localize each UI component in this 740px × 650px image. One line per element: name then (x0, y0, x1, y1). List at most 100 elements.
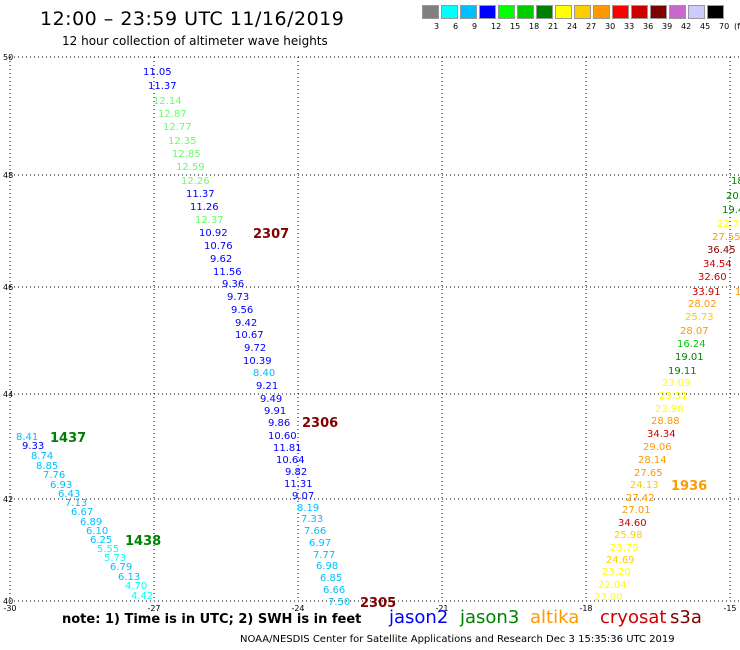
legend-unit: (ft) (734, 22, 740, 31)
legend-label: 6 (453, 22, 459, 31)
swh-value: 6.13 (118, 572, 140, 583)
swh-value: 10.76 (204, 241, 233, 252)
swh-value: 27.42 (626, 493, 655, 504)
pass-time-label: 2305 (360, 596, 396, 611)
swh-value: 7.66 (304, 526, 326, 537)
swh-value: 9.62 (210, 254, 232, 265)
swh-value: 9.33 (22, 441, 44, 452)
swh-value: 5.55 (97, 544, 119, 555)
swh-value: 24.69 (606, 555, 635, 566)
legend-label: 70 (719, 22, 730, 31)
legend-swatch (631, 5, 648, 19)
legend-label: 12 (491, 22, 502, 31)
legend-label: 21 (548, 22, 559, 31)
swh-value: 22.7 (717, 219, 739, 230)
pass-time-labels: 2307 2306 2305 1437 1438 1936 (50, 227, 707, 611)
swh-value: 6.98 (316, 561, 338, 572)
swh-value: 12.14 (153, 96, 182, 107)
swh-value: 6.43 (58, 489, 80, 500)
swh-value: 6.10 (86, 526, 108, 537)
swh-value: 7.76 (43, 470, 65, 481)
satellite-name-jason2: jason2 (389, 607, 449, 628)
swh-value: 28.14 (638, 455, 667, 466)
legend-label: 45 (700, 22, 711, 31)
swh-value: 12.26 (181, 176, 210, 187)
swh-value: 4.70 (125, 581, 147, 592)
swh-value: 27.55 (712, 232, 740, 243)
swh-value: 23.80 (594, 592, 623, 603)
swh-value: 10.60 (268, 431, 297, 442)
swh-value: 19.4 (722, 205, 740, 216)
satellite-tracks: 11.05 11.37 12.14 12.87 12.77 12.35 12.85 12.59… (16, 67, 740, 608)
satellite-name-cryosat: cryosat (600, 607, 667, 628)
swh-value: 28.88 (651, 416, 680, 427)
swh-value: 11.31 (284, 479, 313, 490)
swh-value: 12.35 (168, 136, 197, 147)
swh-value: 29.06 (643, 442, 672, 453)
satellite-name-altika: altika (530, 607, 580, 628)
legend-swatch (707, 5, 724, 19)
swh-value: 6.89 (80, 517, 102, 528)
swh-value: 9.91 (264, 406, 286, 417)
swh-value: 10.39 (243, 356, 272, 367)
map-title: 12:00 – 23:59 UTC 11/16/2019 (40, 8, 345, 30)
swh-value: 28.02 (688, 299, 717, 310)
swh-value: 24.13 (630, 480, 659, 491)
track-a: 11.05 11.37 12.14 12.87 12.77 12.35 12.85 12.59… (143, 67, 350, 608)
swh-value: 25.98 (614, 530, 643, 541)
map-subtitle: 12 hour collection of altimeter wave hei… (62, 34, 328, 48)
swh-value: 34.34 (647, 429, 676, 440)
lat-tick-label: 42 (3, 495, 13, 504)
swh-value: 23.20 (602, 567, 631, 578)
swh-value: 6.66 (323, 585, 345, 596)
track-b: 8.419.338.748.857.766.936.437.136.676.89… (16, 432, 153, 602)
swh-value: 11.26 (190, 202, 219, 213)
swh-value: 23.98 (655, 404, 684, 415)
swh-value: 9.21 (256, 381, 278, 392)
swh-value: 16.24 (677, 339, 706, 350)
swh-value: 8.19 (297, 503, 319, 514)
track-c: 18 20. 19.4 22.7 27.55 36.45 34.54 32.60 33.91 1 2… (594, 176, 740, 603)
swh-value: 34.54 (703, 259, 732, 270)
credit-footer: NOAA/NESDIS Center for Satellite Applica… (240, 634, 675, 645)
legend-label: 36 (643, 22, 654, 31)
swh-value: 4.42 (131, 591, 153, 602)
axis-ticks: -30 -27 -24 -21 -18 -15 50 48 46 44 42 40 (3, 53, 737, 613)
swh-value: 9.82 (285, 467, 307, 478)
legend-swatch (688, 5, 705, 19)
swh-value: 8.85 (36, 461, 58, 472)
lon-tick-label: -24 (291, 604, 304, 613)
legend-swatch (422, 5, 439, 19)
legend-swatch (517, 5, 534, 19)
swh-value: 8.40 (253, 368, 275, 379)
swh-value: 20. (726, 191, 740, 202)
swh-value: 7.13 (65, 498, 87, 509)
legend-label: 42 (681, 22, 692, 31)
swh-value: 11.37 (186, 189, 215, 200)
legend-label: 15 (510, 22, 521, 31)
legend-swatch (650, 5, 667, 19)
swh-value: 27.65 (634, 468, 663, 479)
swh-value: 12.59 (176, 162, 205, 173)
lon-tick-label: -27 (147, 604, 160, 613)
pass-time-label: 1437 (50, 431, 86, 446)
legend-swatch (460, 5, 477, 19)
swh-value: 9.07 (292, 491, 314, 502)
lon-tick-label: -18 (579, 604, 592, 613)
swh-value: 33.91 (692, 287, 721, 298)
swh-value: 23.09 (662, 378, 691, 389)
swh-value: 9.49 (260, 394, 282, 405)
swh-value: 7.50 (328, 597, 350, 608)
pass-time-label: 1438 (125, 534, 161, 549)
swh-value: 10.64 (276, 455, 305, 466)
swh-value: 10.92 (199, 228, 228, 239)
footnote: note: 1) Time is in UTC; 2) SWH is in fe… (62, 612, 362, 627)
swh-value: 9.86 (268, 418, 290, 429)
swh-value: 25.73 (685, 312, 714, 323)
swh-value: 9.56 (231, 305, 253, 316)
legend-label: 3 (434, 22, 440, 31)
swh-value: 9.73 (227, 292, 249, 303)
swh-value: 9.42 (235, 318, 257, 329)
legend-swatch (593, 5, 610, 19)
